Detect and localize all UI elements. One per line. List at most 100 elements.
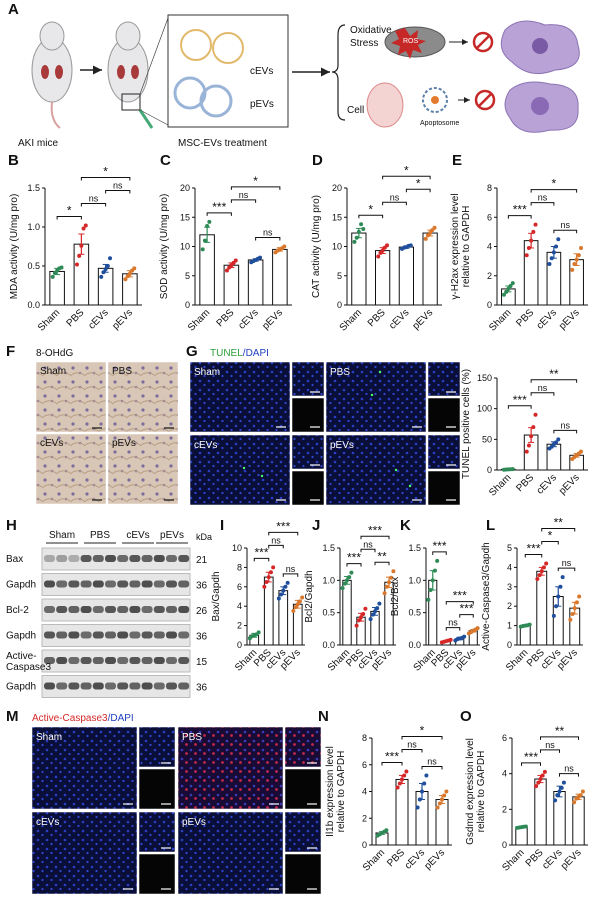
y-tick-label: 4: [502, 769, 507, 779]
y-axis-label: Bcl2/Gapdh: [304, 570, 315, 622]
data-point: [342, 581, 347, 586]
data-point: [258, 255, 263, 260]
y-tick-label: 2: [507, 601, 512, 611]
significance-label: ns: [407, 739, 417, 749]
group-label: PBS: [330, 367, 350, 378]
blot-band: [68, 555, 80, 562]
row-label: Bcl-2: [6, 605, 29, 616]
kda-label: 21: [196, 555, 208, 566]
y-tick-label: 2: [237, 621, 242, 631]
blot-band: [80, 606, 92, 613]
blot-band: [92, 606, 104, 613]
data-point: [359, 222, 364, 227]
data-point: [554, 604, 559, 609]
data-point: [578, 793, 583, 798]
data-point: [526, 443, 531, 448]
significance-bracket: [381, 761, 403, 766]
group-label: cEVs: [36, 817, 59, 828]
data-point: [538, 777, 543, 782]
kda-label: 36: [196, 581, 208, 592]
significance-label: ***: [526, 542, 540, 556]
data-point: [354, 623, 359, 628]
data-point: [402, 773, 407, 778]
y-tick-label: 1.0: [322, 575, 335, 585]
x-tick-label: Sham: [487, 472, 513, 498]
significance-label: ns: [263, 228, 273, 238]
blot-band: [178, 555, 190, 562]
data-point: [417, 797, 422, 802]
blot-band: [129, 606, 141, 613]
data-point: [577, 594, 582, 599]
stain-label: Active-Caspase3: [32, 713, 108, 724]
significance-bracket: [360, 535, 390, 540]
blot-band: [153, 580, 165, 588]
significance-bracket: [459, 614, 474, 618]
ros-label: ROS: [403, 38, 419, 45]
micrograph-title: Active-Caspase3/DAPI: [32, 713, 134, 724]
x-tick-label: pEVs: [411, 307, 436, 332]
blot-band: [80, 580, 92, 588]
data-point: [385, 243, 390, 248]
data-point: [359, 615, 363, 620]
data-point: [426, 597, 431, 602]
y-axis-label: relative to GAPDH: [461, 206, 472, 288]
significance-label: *: [552, 177, 557, 191]
data-point: [570, 611, 575, 616]
y-tick-label: 8: [237, 562, 242, 572]
significance-bracket: [521, 762, 541, 766]
significance-bracket: [230, 199, 257, 203]
panel-letter: A: [8, 1, 19, 18]
row-label: Gapdh: [6, 631, 36, 642]
panel-letter: N: [318, 708, 329, 725]
data-point: [83, 223, 88, 228]
data-point: [440, 797, 444, 802]
group-label: pEVs: [112, 438, 136, 449]
y-axis-label: Bcl2/Bax: [390, 577, 401, 616]
data-point: [574, 600, 579, 605]
data-point: [205, 224, 210, 229]
data-point: [574, 257, 579, 262]
data-point: [554, 440, 559, 445]
stain-label: TUNEL: [210, 348, 243, 359]
data-point: [432, 225, 437, 230]
data-point: [422, 781, 427, 786]
micrograph: [189, 434, 291, 506]
data-point: [544, 561, 549, 566]
data-point: [428, 588, 433, 593]
significance-bracket: [445, 601, 474, 605]
significance-label: ns: [286, 564, 296, 574]
data-point: [356, 618, 361, 623]
y-tick-label: 8: [487, 183, 492, 193]
kda-label: 15: [196, 657, 208, 668]
panel-letter: I: [220, 517, 224, 534]
data-point: [531, 229, 536, 234]
y-tick-label: 0.5: [322, 608, 335, 618]
group-label: PBS: [182, 732, 202, 743]
y-tick-label: 1.5: [27, 183, 40, 193]
x-tick-label: pEVs: [260, 307, 285, 332]
significance-label: **: [555, 724, 565, 738]
y-tick-label: 0: [507, 640, 512, 650]
y-tick-label: 0: [185, 300, 190, 310]
significance-bracket: [540, 736, 579, 740]
y-tick-label: 0: [502, 840, 507, 850]
group-label: pEVs: [330, 440, 354, 451]
y-tick-label: 100: [477, 404, 492, 414]
micrograph: [427, 470, 461, 506]
significance-label: ns: [545, 740, 555, 750]
significance-label: **: [554, 516, 564, 530]
blot-band: [56, 555, 68, 562]
blot-band: [166, 555, 177, 562]
data-point: [551, 613, 556, 618]
mouse-label: AKI mice: [18, 138, 58, 149]
panel-letter: F: [6, 343, 15, 360]
blot-band: [117, 606, 129, 613]
data-point: [368, 617, 373, 622]
blot-band: [92, 682, 104, 690]
blot-band: [129, 631, 141, 639]
significance-bracket: [524, 554, 543, 558]
significance-label: *: [253, 174, 258, 188]
significance-bracket: [557, 567, 576, 572]
data-point: [535, 577, 540, 582]
